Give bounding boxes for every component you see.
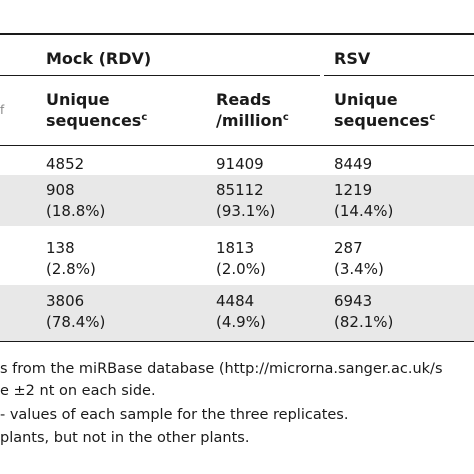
table-cell: 138 [46,239,75,257]
footnote: s from the miRBase database (http://micr… [0,361,443,377]
table-cell-percent: (18.8%) [46,202,106,220]
group-underline-mock [36,75,320,76]
table-cell: 3806 [46,292,85,310]
footnote: - values of each sample for the three re… [0,407,349,423]
header-divider-rule [0,145,474,146]
shaded-row-band [0,175,474,226]
table-cell: 8449 [334,155,373,173]
table-cell-percent: (78.4%) [46,313,106,331]
col-header-reads-per-million: Reads /millionc [216,90,289,130]
table-cell: 1219 [334,181,373,199]
table-cell-percent: (4.9%) [216,313,266,331]
table-cell: 91409 [216,155,264,173]
group-underline-left [0,75,36,76]
shaded-row-band [0,285,474,341]
table-cell-percent: (2.0%) [216,260,266,278]
col-header-unique-sequences-rsv: Unique sequencesc [334,90,436,130]
table-cell: 6943 [334,292,373,310]
footnote: e ±2 nt on each side. [0,383,156,399]
table-cell-percent: (14.4%) [334,202,394,220]
table-cell-percent: (82.1%) [334,313,394,331]
group-header-mock: Mock (RDV) [46,49,152,68]
table-cell: 908 [46,181,75,199]
table-cell: 1813 [216,239,255,257]
group-header-rsv: RSV [334,49,371,68]
footnote: plants, but not in the other plants. [0,430,250,446]
group-underline-rsv [324,75,474,76]
table-bottom-rule [0,341,474,342]
col-header-unique-sequences-mock: Unique sequencesc [46,90,148,130]
table-cell-percent: (3.4%) [334,260,384,278]
table-top-rule [0,33,474,35]
cut-header-fragment: f [0,103,5,117]
table-cell: 4852 [46,155,85,173]
table-cell-percent: (93.1%) [216,202,276,220]
table-cell: 287 [334,239,363,257]
table-cell: 85112 [216,181,264,199]
table-cell: 4484 [216,292,255,310]
table-cell-percent: (2.8%) [46,260,96,278]
